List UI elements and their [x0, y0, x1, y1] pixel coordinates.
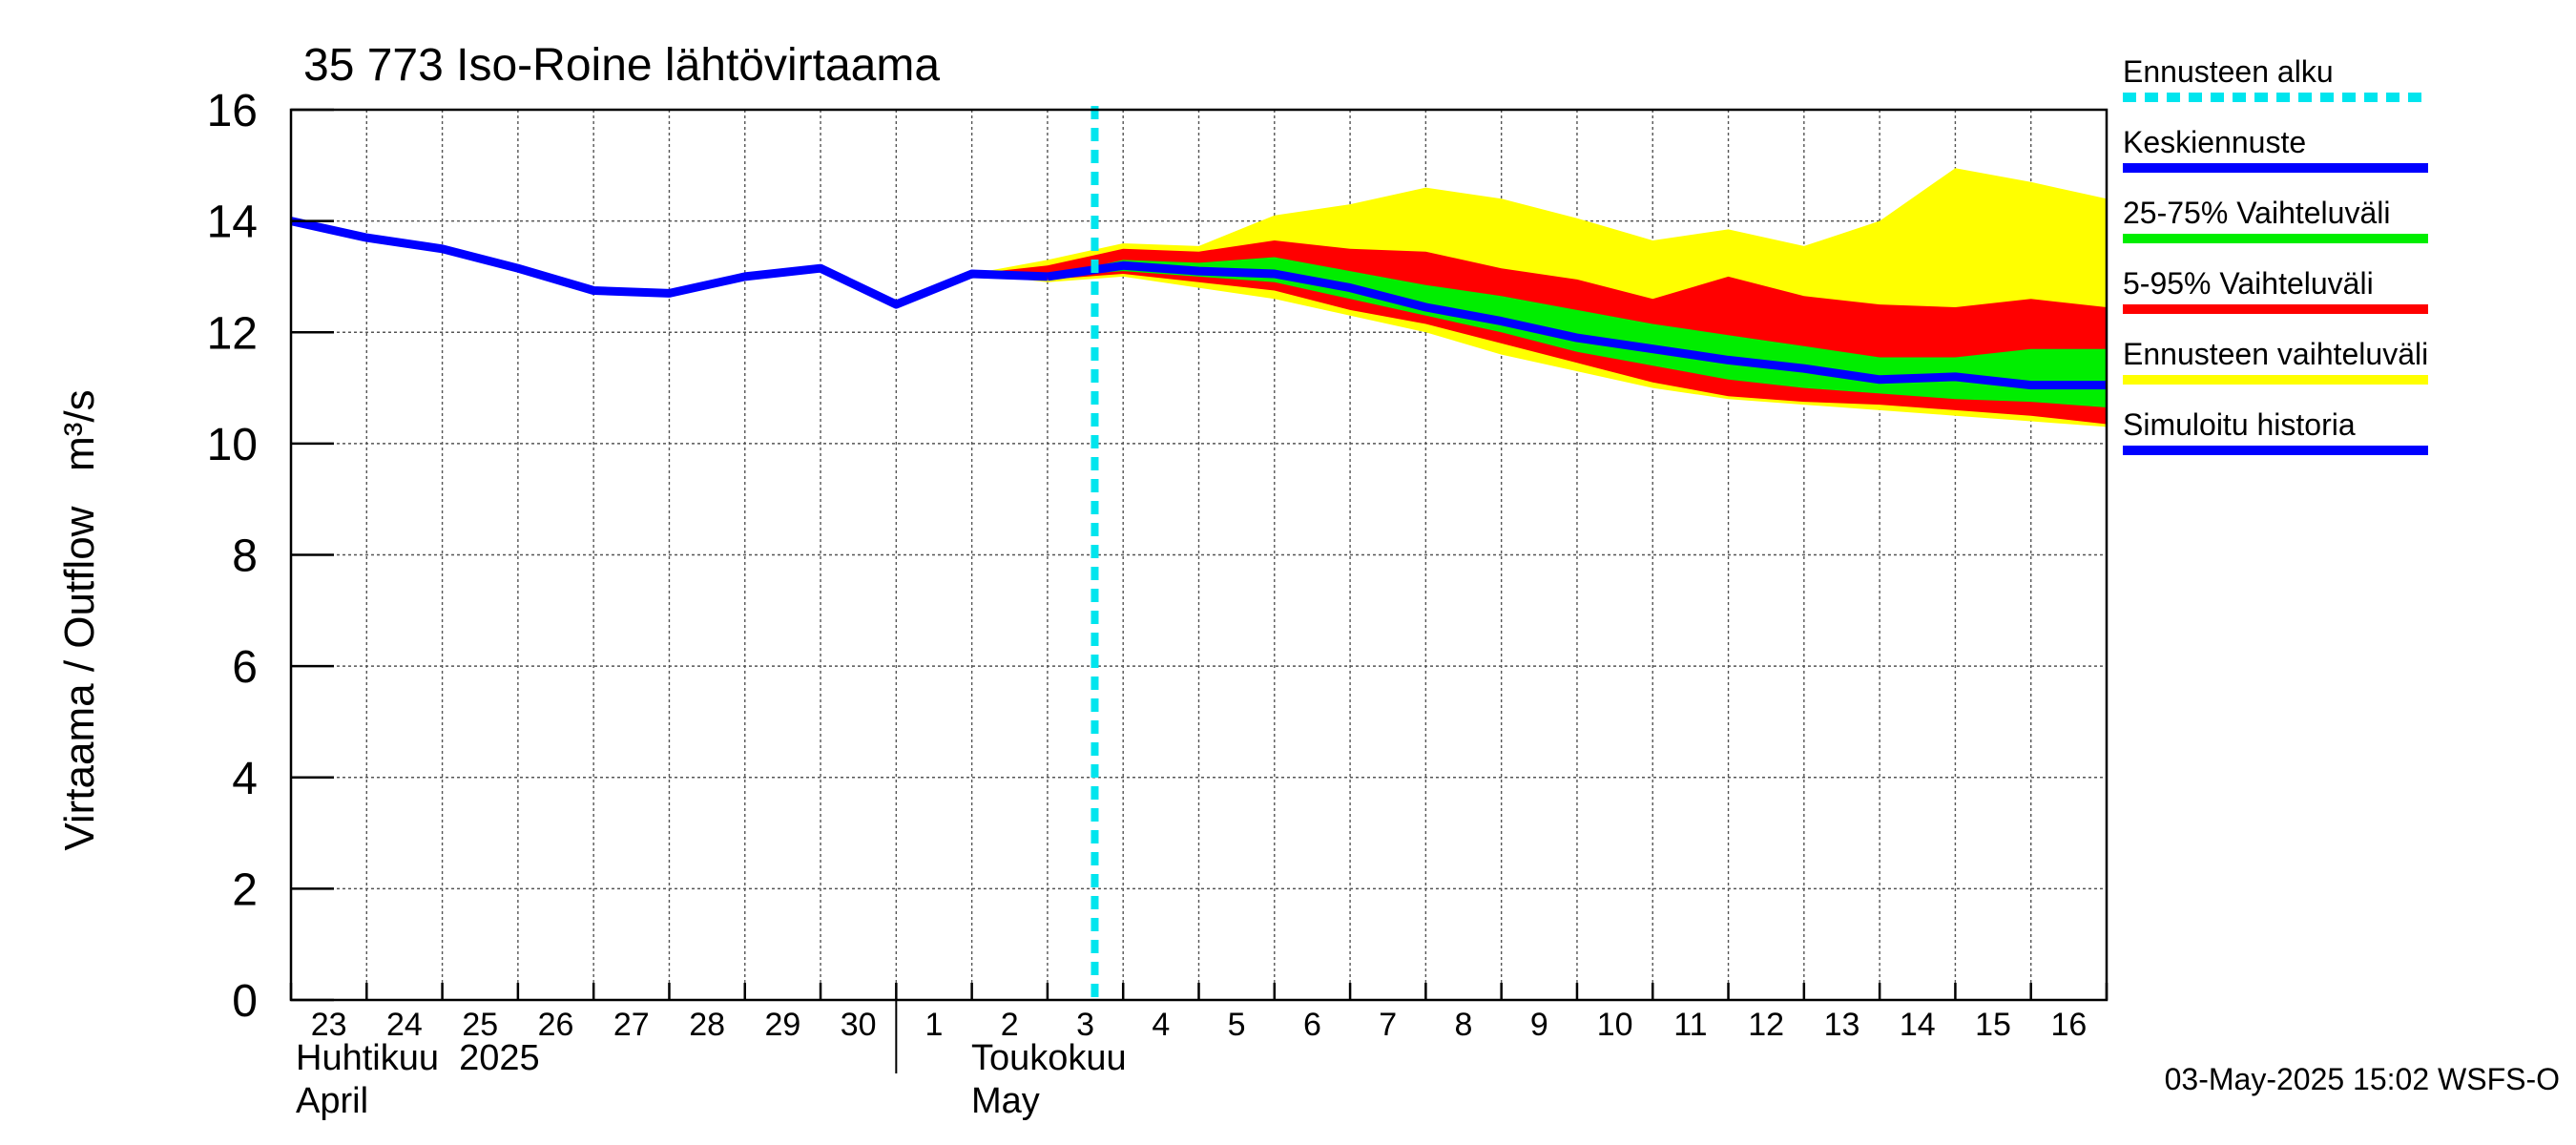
x-day-label: 9 [1530, 1007, 1548, 1043]
month-label-april-fi: Huhtikuu 2025 [296, 1038, 540, 1078]
x-day-label: 27 [613, 1007, 650, 1043]
chart-title: 35 773 Iso-Roine lähtövirtaama [303, 40, 940, 91]
x-day-label: 29 [764, 1007, 800, 1043]
x-day-label: 2 [1001, 1007, 1019, 1043]
x-day-label: 15 [1975, 1007, 2011, 1043]
x-day-label: 14 [1900, 1007, 1936, 1043]
y-tick-label: 10 [207, 420, 258, 470]
x-day-label: 6 [1303, 1007, 1321, 1043]
x-day-label: 26 [538, 1007, 574, 1043]
legend-label: Ennusteen alku [2123, 54, 2334, 89]
x-day-label: 16 [2050, 1007, 2087, 1043]
x-month-labels: Huhtikuu 2025 April Toukokuu May [296, 1038, 1127, 1121]
x-day-label: 28 [689, 1007, 725, 1043]
x-day-label: 25 [462, 1007, 498, 1043]
y-tick-label: 2 [232, 864, 258, 915]
legend-label: Keskiennuste [2123, 125, 2306, 159]
x-day-label: 3 [1076, 1007, 1094, 1043]
legend-label: 5-95% Vaihteluväli [2123, 266, 2374, 301]
month-label-april-en: April [296, 1081, 368, 1121]
y-tick-label: 0 [232, 976, 258, 1027]
series-lines [290, 217, 2107, 390]
x-day-label: 11 [1673, 1007, 1707, 1043]
x-day-label: 23 [311, 1007, 347, 1043]
y-tick-label: 14 [207, 198, 258, 248]
month-label-may-fi: Toukokuu [971, 1038, 1127, 1078]
y-tick-label: 6 [232, 642, 258, 693]
x-day-label: 13 [1824, 1007, 1860, 1043]
bands [971, 168, 2107, 427]
x-day-label: 30 [841, 1007, 877, 1043]
x-day-label: 4 [1152, 1007, 1170, 1043]
mean-forecast-line [1047, 260, 2107, 390]
x-day-label: 12 [1748, 1007, 1784, 1043]
month-label-may-en: May [971, 1081, 1040, 1121]
y-tick-label: 8 [232, 531, 258, 582]
x-day-label: 7 [1379, 1007, 1397, 1043]
y-tick-label: 12 [207, 308, 258, 359]
legend-label: 25-75% Vaihteluväli [2123, 196, 2390, 230]
legend: Ennusteen alku Keskiennuste 25-75% Vaihtel… [2123, 54, 2428, 455]
footer-timestamp: 03-May-2025 15:02 WSFS-O [2165, 1062, 2560, 1096]
x-day-label: 1 [925, 1007, 944, 1043]
legend-label: Simuloitu historia [2123, 407, 2356, 442]
legend-label: Ennusteen vaihteluväli [2123, 337, 2428, 371]
x-day-label: 10 [1597, 1007, 1633, 1043]
simulated-history-line [290, 217, 1049, 309]
y-tick-label: 4 [232, 754, 258, 804]
x-day-label: 8 [1455, 1007, 1473, 1043]
y-axis-label: Virtaama / Outflow m³/s [56, 389, 103, 850]
x-day-label: 24 [386, 1007, 423, 1043]
y-tick-label: 16 [207, 86, 258, 136]
x-day-label: 5 [1228, 1007, 1246, 1043]
